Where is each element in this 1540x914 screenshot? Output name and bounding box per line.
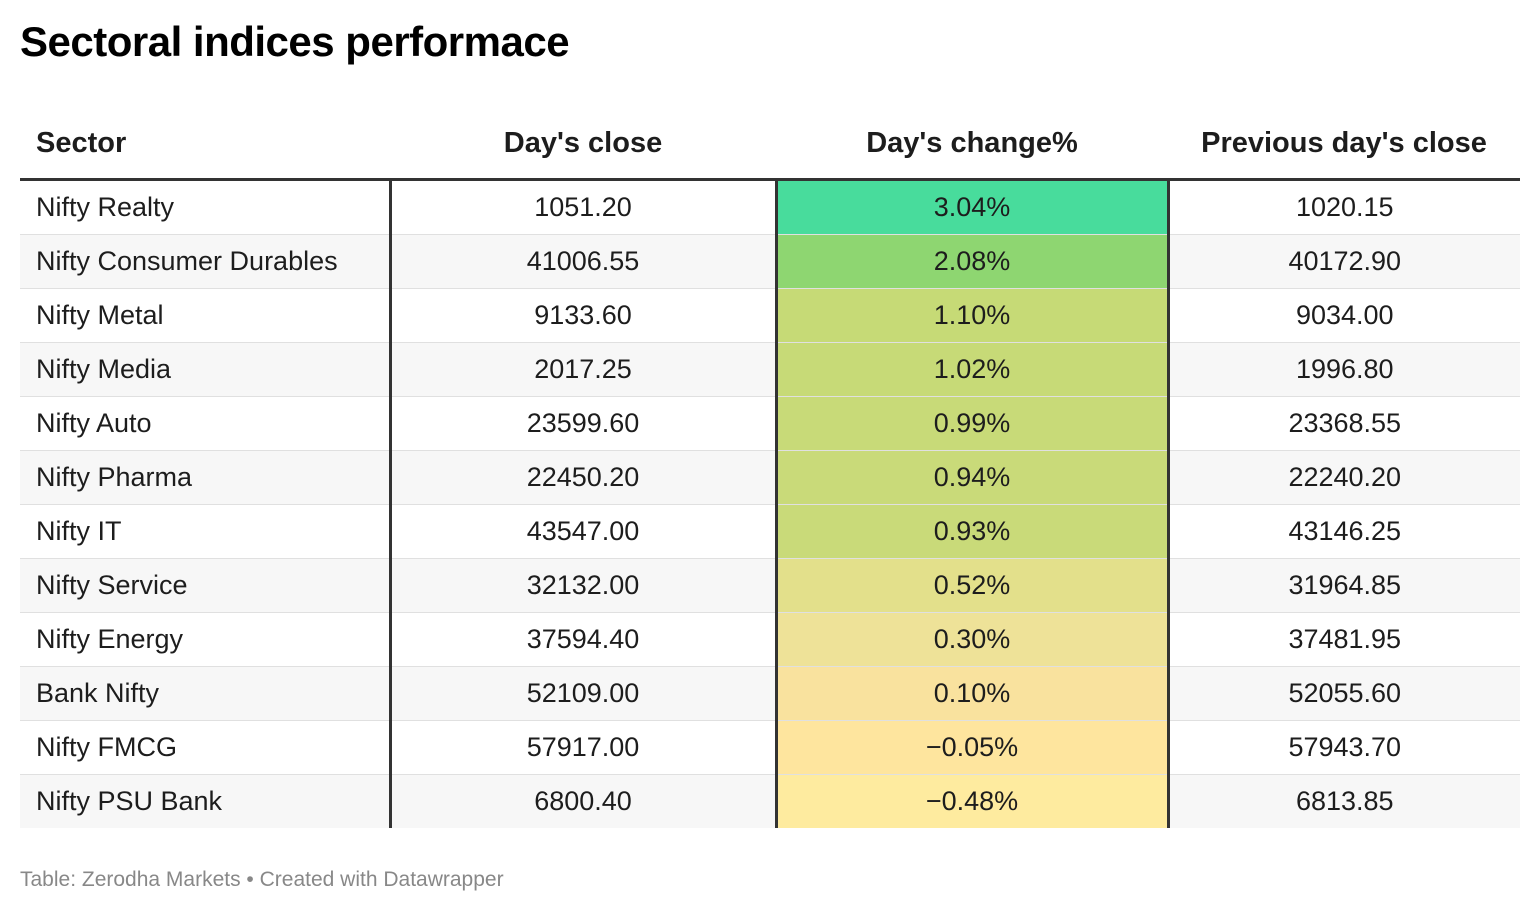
sector-cell: Nifty Metal [20,288,392,343]
table-row: Nifty Service 32132.00 0.52% 31964.85 [20,558,1520,613]
days-change-cell: 1.10% [776,288,1170,343]
column-header-days-close[interactable]: Day's close [390,108,776,181]
days-close-cell: 9133.60 [390,288,778,343]
days-change-cell: 0.10% [776,666,1170,721]
sector-cell: Bank Nifty [20,666,392,721]
sector-cell: Nifty Energy [20,612,392,667]
source-footer: Table: Zerodha Markets • Created with Da… [20,868,504,891]
table-row: Nifty PSU Bank 6800.40 −0.48% 6813.85 [20,774,1520,828]
table-row: Nifty FMCG 57917.00 −0.05% 57943.70 [20,720,1520,775]
days-close-cell: 6800.40 [390,774,778,828]
days-close-cell: 23599.60 [390,396,778,451]
table-body: Nifty Realty 1051.20 3.04% 1020.15 Nifty Con… [20,179,1520,828]
previous-close-cell: 23368.55 [1168,396,1520,451]
days-change-cell: 0.94% [776,450,1170,505]
days-change-cell: 0.30% [776,612,1170,667]
days-close-cell: 22450.20 [390,450,778,505]
table-row: Nifty Auto 23599.60 0.99% 23368.55 [20,396,1520,451]
previous-close-cell: 57943.70 [1168,720,1520,775]
previous-close-cell: 1020.15 [1168,179,1520,235]
sector-cell: Nifty Media [20,342,392,397]
days-change-cell: 2.08% [776,234,1170,289]
previous-close-cell: 40172.90 [1168,234,1520,289]
sector-cell: Nifty Service [20,558,392,613]
column-header-days-change[interactable]: Day's change% [776,108,1168,181]
sector-cell: Nifty Pharma [20,450,392,505]
previous-close-cell: 31964.85 [1168,558,1520,613]
previous-close-cell: 22240.20 [1168,450,1520,505]
chart-title: Sectoral indices performace [20,18,570,65]
days-change-cell: 0.99% [776,396,1170,451]
table-row: Nifty Energy 37594.40 0.30% 37481.95 [20,612,1520,667]
days-change-cell: 1.02% [776,342,1170,397]
column-header-previous-close[interactable]: Previous day's close [1168,108,1520,181]
table-row: Nifty IT 43547.00 0.93% 43146.25 [20,504,1520,559]
sector-cell: Nifty Realty [20,179,392,235]
days-close-cell: 32132.00 [390,558,778,613]
sector-cell: Nifty Auto [20,396,392,451]
days-change-cell: 0.93% [776,504,1170,559]
days-change-cell: −0.05% [776,720,1170,775]
previous-close-cell: 6813.85 [1168,774,1520,828]
table-row: Nifty Realty 1051.20 3.04% 1020.15 [20,179,1520,235]
days-change-cell: 3.04% [776,179,1170,235]
days-change-cell: −0.48% [776,774,1170,828]
column-header-sector[interactable]: Sector [20,108,390,181]
days-close-cell: 41006.55 [390,234,778,289]
days-close-cell: 52109.00 [390,666,778,721]
sector-cell: Nifty PSU Bank [20,774,392,828]
table-row: Nifty Pharma 22450.20 0.94% 22240.20 [20,450,1520,505]
days-close-cell: 57917.00 [390,720,778,775]
days-change-cell: 0.52% [776,558,1170,613]
previous-close-cell: 52055.60 [1168,666,1520,721]
sector-cell: Nifty FMCG [20,720,392,775]
table-row: Nifty Media 2017.25 1.02% 1996.80 [20,342,1520,397]
sector-cell: Nifty Consumer Durables [20,234,392,289]
days-close-cell: 43547.00 [390,504,778,559]
previous-close-cell: 1996.80 [1168,342,1520,397]
days-close-cell: 37594.40 [390,612,778,667]
table-row: Nifty Consumer Durables 41006.55 2.08% 4017… [20,234,1520,289]
table-row: Bank Nifty 52109.00 0.10% 52055.60 [20,666,1520,721]
table-header-row: Sector Day's close Day's change% Previou… [20,108,1520,181]
previous-close-cell: 37481.95 [1168,612,1520,667]
table-row: Nifty Metal 9133.60 1.10% 9034.00 [20,288,1520,343]
days-close-cell: 2017.25 [390,342,778,397]
sector-table: Sector Day's close Day's change% Previou… [20,108,1520,828]
sector-cell: Nifty IT [20,504,392,559]
previous-close-cell: 43146.25 [1168,504,1520,559]
previous-close-cell: 9034.00 [1168,288,1520,343]
days-close-cell: 1051.20 [390,179,778,235]
